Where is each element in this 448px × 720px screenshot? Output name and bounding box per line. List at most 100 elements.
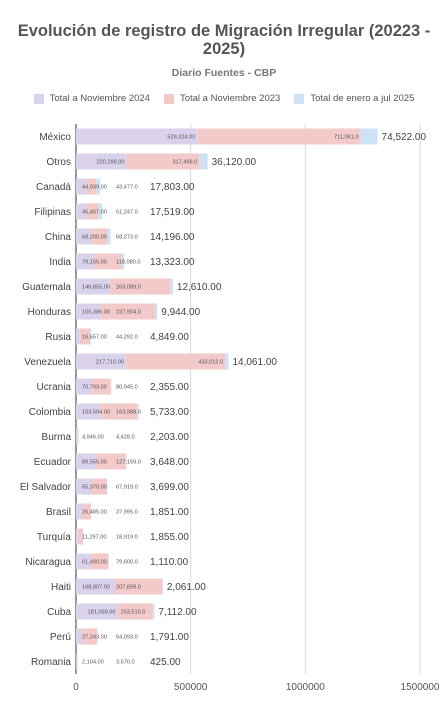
bar-segment: [79, 328, 90, 345]
bar-segment: [125, 453, 127, 470]
bar-segment: [78, 528, 83, 545]
chart-title: Evolución de registro de Migración Irreg…: [17, 22, 431, 58]
bar-segment: [76, 328, 80, 345]
data-label-total: 1,110.00: [150, 557, 189, 568]
bar-segment: [170, 278, 173, 295]
bar-segment: [76, 603, 118, 620]
data-label: 16,657.00: [82, 335, 107, 341]
data-label-total: 5,733.00: [150, 407, 189, 418]
category-label: Filipinas: [34, 207, 71, 218]
data-label-total: 14,061.00: [232, 357, 277, 368]
category-label: Romania: [31, 657, 71, 668]
bar-segment: [76, 353, 126, 370]
data-label: 45,407.00: [82, 210, 107, 216]
category-label: Canadá: [36, 182, 71, 193]
bar-segment: [76, 378, 93, 395]
bar-segment: [108, 553, 109, 570]
legend-label-2023: Total a Noviembre 2023: [179, 93, 281, 104]
legend-item-2025[interactable]: Total de enero a jul 2025: [294, 93, 414, 104]
chart-subtitle: Diario Fuentes - CBP: [171, 67, 277, 79]
bar-segment: [94, 253, 122, 270]
category-label: México: [39, 132, 71, 143]
x-tick-label: 500000: [174, 682, 208, 693]
bar-segment: [86, 178, 97, 195]
category-label: Venezuela: [24, 357, 71, 368]
category-label: Nicaragua: [25, 557, 71, 568]
bar-segment: [90, 478, 107, 495]
bar-segment: [126, 153, 200, 170]
bar-segment: [199, 153, 208, 170]
bar-segment: [86, 203, 99, 220]
data-label: 26,485.00: [82, 510, 107, 516]
data-label: 4,428.0: [116, 435, 135, 441]
data-label-total: 74,522.00: [382, 132, 427, 143]
bar-segment: [82, 628, 97, 645]
legend-swatch-2024: [33, 93, 44, 104]
data-label: 67,919.0: [116, 485, 138, 491]
bar-segment: [76, 653, 77, 670]
data-label: 18,919.0: [116, 535, 138, 541]
category-label: Rusia: [45, 332, 71, 343]
bar-segment: [82, 503, 91, 520]
bar-segment: [117, 603, 153, 620]
legend-label-2024: Total a Noviembre 2024: [49, 93, 150, 104]
data-label: 103,594.00: [82, 410, 110, 416]
bar-segment: [76, 403, 100, 420]
category-label: China: [45, 232, 72, 243]
data-label: 711,061.0: [334, 135, 358, 141]
legend-label-2025: Total de enero a jul 2025: [310, 93, 415, 104]
data-label: 146,855.00: [82, 285, 110, 291]
data-label: 44,939.00: [82, 185, 107, 191]
bar-segment: [76, 503, 83, 520]
category-label: Guatemala: [22, 282, 71, 293]
data-label: 43,477.0: [116, 185, 138, 191]
bar-segment: [76, 203, 87, 220]
bar-segment: [92, 378, 111, 395]
category-label: Perú: [50, 632, 71, 643]
data-label: 168,807.00: [82, 585, 110, 591]
bar-segment: [98, 203, 103, 220]
data-label: 163,988.0: [116, 410, 141, 416]
bar-segment: [100, 303, 155, 320]
data-label-total: 14,196.00: [150, 232, 195, 243]
bar-segment: [360, 128, 378, 145]
data-label: 317,498.0: [172, 160, 197, 166]
data-label-total: 1,851.00: [150, 507, 189, 518]
bar-segment: [76, 428, 78, 445]
data-label: 127,159.0: [116, 460, 141, 466]
data-label-total: 3,699.00: [150, 482, 189, 493]
bar-segment: [76, 653, 78, 670]
legend-item-2023[interactable]: Total a Noviembre 2023: [163, 93, 281, 104]
category-label: Honduras: [28, 307, 71, 318]
data-label: 181,069.00: [88, 610, 116, 616]
data-label: 70,793.00: [82, 385, 107, 391]
bar-segment: [76, 303, 101, 320]
category-label: Ecuador: [34, 457, 72, 468]
bar-segment: [89, 328, 92, 345]
data-label: 51,247.0: [116, 210, 138, 216]
x-tick-label: 0: [73, 682, 79, 693]
data-label: 68,273.0: [116, 235, 138, 241]
data-label: 80,945.0: [116, 385, 138, 391]
chart-legend: Total a Noviembre 2024 Total a Noviembre…: [0, 93, 448, 104]
category-label: Turquía: [37, 532, 72, 543]
category-label: Colombia: [29, 407, 72, 418]
data-label: 61,490.00: [82, 560, 107, 566]
data-label-total: 13,323.00: [150, 257, 195, 268]
data-label: 65,370.00: [82, 485, 107, 491]
category-label: Brasil: [46, 507, 71, 518]
data-label-total: 36,120.00: [212, 157, 257, 168]
category-label: Otros: [47, 157, 71, 168]
data-label-total: 17,519.00: [150, 207, 195, 218]
data-label-total: 7,112.00: [158, 607, 197, 618]
bar-segment: [121, 253, 125, 270]
bar-segment: [76, 528, 79, 545]
legend-item-2024[interactable]: Total a Noviembre 2024: [33, 93, 150, 104]
data-label-total: 2,203.00: [150, 432, 189, 443]
bar-segment: [76, 228, 92, 245]
data-label-total: 425.00: [150, 657, 181, 668]
bar-segment: [76, 628, 83, 645]
bar-segment: [76, 453, 97, 470]
